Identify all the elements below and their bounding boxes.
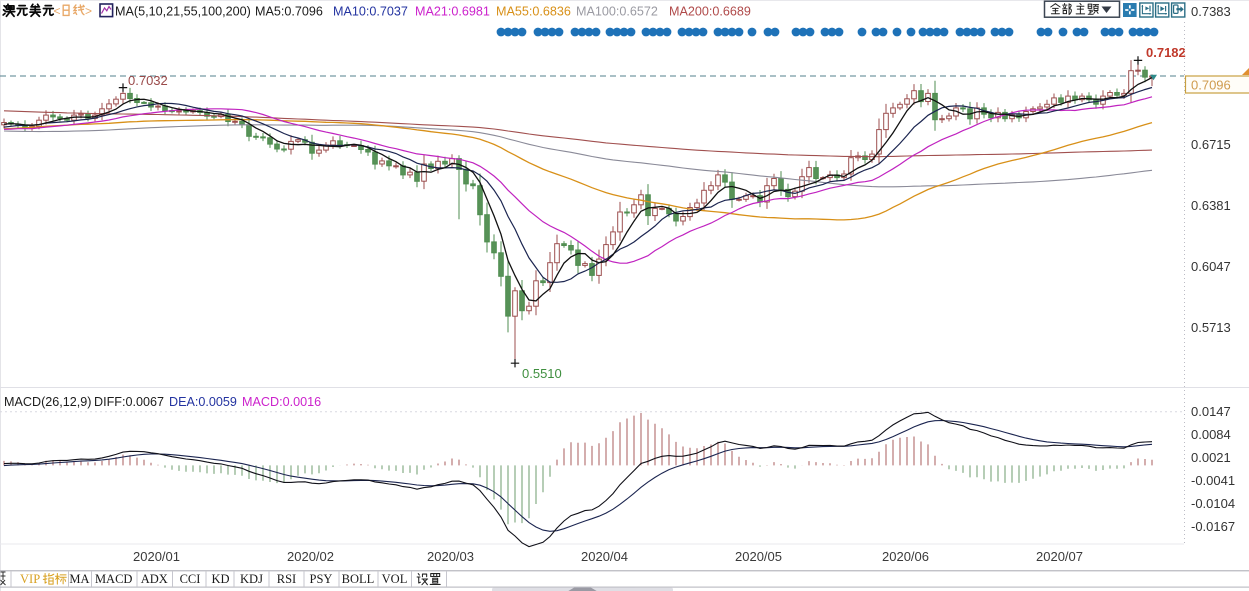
svg-text:0.0084: 0.0084 — [1191, 427, 1231, 442]
svg-text:PSY: PSY — [310, 572, 333, 586]
svg-text:MACD(26,12,9): MACD(26,12,9) — [4, 395, 92, 409]
svg-text:0.6047: 0.6047 — [1191, 259, 1231, 274]
svg-text:MA10:0.7037: MA10:0.7037 — [333, 5, 408, 19]
svg-text:-0.0041: -0.0041 — [1191, 473, 1235, 488]
svg-text:DIFF:0.0067: DIFF:0.0067 — [94, 395, 164, 409]
svg-text:MA200:0.6689: MA200:0.6689 — [669, 5, 751, 19]
svg-text:2020/06: 2020/06 — [882, 549, 929, 564]
svg-text:BOLL: BOLL — [342, 572, 375, 586]
svg-text:VOL: VOL — [382, 572, 408, 586]
svg-text:MACD:0.0016: MACD:0.0016 — [242, 395, 321, 409]
svg-text:0.0021: 0.0021 — [1191, 450, 1231, 465]
svg-text:CCI: CCI — [180, 572, 201, 586]
svg-text:0.7096: 0.7096 — [1191, 78, 1231, 93]
svg-text:MA21:0.6981: MA21:0.6981 — [415, 5, 490, 19]
svg-text:MA100:0.6572: MA100:0.6572 — [576, 5, 658, 19]
svg-text:<: < — [54, 4, 61, 18]
svg-text:MACD: MACD — [95, 572, 133, 586]
svg-text:0.0147: 0.0147 — [1191, 404, 1231, 419]
svg-text:0.6381: 0.6381 — [1191, 198, 1231, 213]
svg-text:MA(5,10,21,55,100,200): MA(5,10,21,55,100,200) — [115, 5, 251, 19]
svg-text:0.5713: 0.5713 — [1191, 320, 1231, 335]
svg-text:0.7383: 0.7383 — [1191, 4, 1231, 19]
svg-text:ADX: ADX — [141, 572, 168, 586]
svg-text:KD: KD — [211, 572, 229, 586]
svg-text:0.6715: 0.6715 — [1191, 137, 1231, 152]
svg-text:2020/07: 2020/07 — [1036, 549, 1083, 564]
svg-text:0.5510: 0.5510 — [522, 366, 562, 381]
svg-text:0.7182: 0.7182 — [1146, 45, 1186, 60]
svg-text:2020/01: 2020/01 — [133, 549, 180, 564]
svg-text:MA55:0.6836: MA55:0.6836 — [496, 5, 571, 19]
svg-text:2020/03: 2020/03 — [427, 549, 474, 564]
svg-text:VIP: VIP — [20, 572, 40, 586]
svg-text:>: > — [85, 4, 92, 18]
svg-text:2020/04: 2020/04 — [581, 549, 628, 564]
svg-text:2020/05: 2020/05 — [735, 549, 782, 564]
svg-text:0.7032: 0.7032 — [128, 73, 168, 88]
svg-text:KDJ: KDJ — [240, 572, 263, 586]
svg-text:DEA:0.0059: DEA:0.0059 — [169, 395, 237, 409]
svg-text:MA5:0.7096: MA5:0.7096 — [255, 5, 323, 19]
svg-text:MA: MA — [69, 572, 89, 586]
svg-text:-0.0104: -0.0104 — [1191, 496, 1235, 511]
svg-text:RSI: RSI — [277, 572, 296, 586]
svg-text:-0.0167: -0.0167 — [1191, 519, 1235, 534]
svg-text:2020/02: 2020/02 — [287, 549, 334, 564]
